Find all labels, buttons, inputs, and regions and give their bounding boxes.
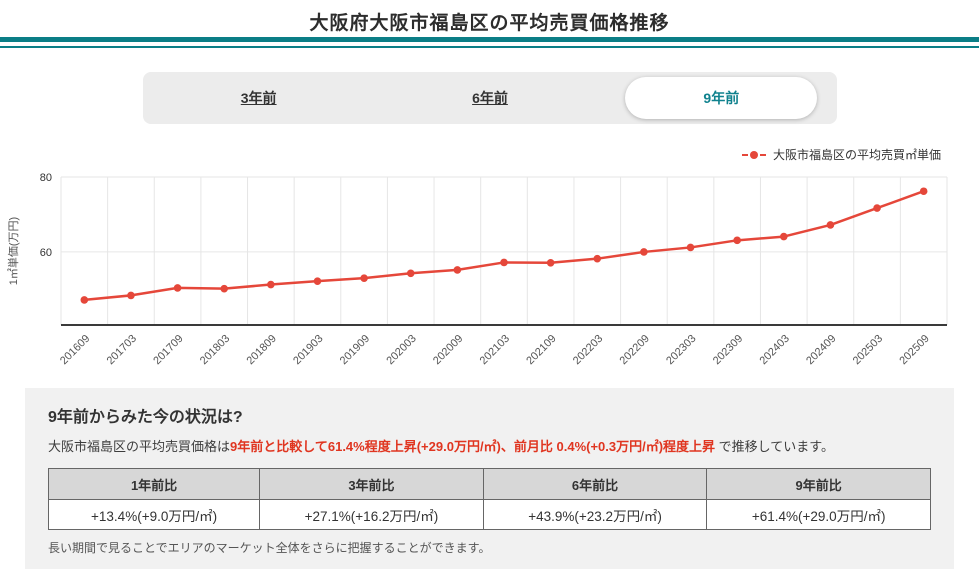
x-tick-label: 202303 xyxy=(664,333,698,367)
y-axis-title: 1㎡単価(万円) xyxy=(6,217,20,285)
price-line xyxy=(84,190,925,302)
x-tick-label: 202209 xyxy=(618,333,652,367)
data-point xyxy=(220,284,229,293)
x-tick-label: 202509 xyxy=(897,333,931,367)
summary-text-suffix: で推移しています。 xyxy=(715,439,834,454)
data-point xyxy=(546,259,555,267)
header-9-year: 9年前比 xyxy=(706,468,931,500)
data-point xyxy=(173,284,182,292)
x-tick-label: 202403 xyxy=(757,333,791,367)
data-point xyxy=(779,232,788,241)
header-3-year: 3年前比 xyxy=(259,468,484,500)
x-tick-label: 202503 xyxy=(851,333,885,367)
period-tabbar: 3年前 6年前 9年前 xyxy=(143,72,837,124)
data-point xyxy=(453,266,462,274)
x-tick-label: 202203 xyxy=(571,333,605,367)
comparison-table: 1年前比 3年前比 6年前比 9年前比 +13.4%(+9.0万円/㎡) +27… xyxy=(47,468,931,530)
x-tick-label: 202103 xyxy=(478,333,512,367)
data-point xyxy=(593,254,602,263)
x-tick-label: 201903 xyxy=(291,333,325,367)
summary-panel: 9年前からみた今の状況は? 大阪市福島区の平均売買価格は9年前と比較して61.4… xyxy=(25,388,954,569)
tab-3-years-ago[interactable]: 3年前 xyxy=(143,72,374,124)
data-point xyxy=(500,258,508,267)
tab-6-years-ago[interactable]: 6年前 xyxy=(374,72,605,124)
data-point xyxy=(873,204,881,212)
comparison-table-value-row: +13.4%(+9.0万円/㎡) +27.1%(+16.2万円/㎡) +43.9… xyxy=(47,499,931,530)
data-point xyxy=(360,274,368,282)
legend-label: 大阪市福島区の平均売買㎡単価 xyxy=(772,148,941,162)
value-9-year: +61.4%(+29.0万円/㎡) xyxy=(706,499,931,530)
value-1-year: +13.4%(+9.0万円/㎡) xyxy=(47,499,261,530)
x-tick-label: 201809 xyxy=(245,333,279,367)
x-tick-label: 201709 xyxy=(151,333,185,367)
x-tick-label: 202409 xyxy=(804,333,838,367)
y-tick-label: 60 xyxy=(40,247,52,259)
header-6-year: 6年前比 xyxy=(482,468,708,500)
x-tick-label: 202309 xyxy=(711,333,745,367)
data-point xyxy=(686,243,695,252)
data-point xyxy=(919,187,928,196)
legend-line-dot-icon xyxy=(741,150,766,159)
summary-text-plain: 大阪市福島区の平均売買価格は xyxy=(48,439,231,454)
data-point xyxy=(80,296,89,304)
y-tick-label: 80 xyxy=(40,172,52,184)
x-tick-label: 202009 xyxy=(431,333,465,367)
x-tick-label: 202109 xyxy=(524,333,558,367)
price-trend-chart: 60 80 1㎡単価(万円) 201609 201703 201709 201803 2018… xyxy=(0,170,979,375)
x-tick-label: 202003 xyxy=(384,333,418,367)
value-3-year: +27.1%(+16.2万円/㎡) xyxy=(259,499,484,530)
data-point xyxy=(406,269,415,278)
comparison-table-header-row: 1年前比 3年前比 6年前比 9年前比 xyxy=(47,468,931,500)
data-point xyxy=(826,221,835,229)
page-title: 大阪府大阪市福島区の平均売買価格推移 xyxy=(309,13,670,34)
tab-9-years-ago-active[interactable]: 9年前 xyxy=(606,72,837,124)
x-tick-label: 201803 xyxy=(198,333,232,367)
summary-text-highlight: 9年前と比較して61.4%程度上昇(+29.0万円/㎡)、前月比 0.4%(+0… xyxy=(230,439,716,454)
data-point xyxy=(733,236,741,245)
active-tab-pill: 9年前 xyxy=(625,77,818,119)
x-tick-label: 201609 xyxy=(58,333,92,367)
chart-legend-item[interactable]: 大阪市福島区の平均売買㎡単価 xyxy=(741,146,941,163)
x-tick-label: 201703 xyxy=(105,333,139,367)
summary-text: 大阪市福島区の平均売買価格は9年前と比較して61.4%程度上昇(+29.0万円/… xyxy=(48,436,931,455)
data-point xyxy=(640,248,648,256)
title-divider-thick xyxy=(0,37,979,42)
data-point xyxy=(313,277,322,285)
tab-label: 6年前 xyxy=(472,90,508,106)
price-trend-chart-canvas: 60 80 1㎡単価(万円) 201609 201703 201709 201803 2018… xyxy=(6,172,948,367)
x-tick-label: 201909 xyxy=(338,333,372,367)
tab-label: 3年前 xyxy=(240,90,277,106)
data-point xyxy=(127,291,135,300)
header-1-year: 1年前比 xyxy=(47,468,261,500)
value-6-year: +43.9%(+23.2万円/㎡) xyxy=(482,499,708,530)
data-point xyxy=(267,280,275,289)
summary-heading: 9年前からみた今の状況は? xyxy=(48,409,243,426)
summary-note: 長い期間で見ることでエリアのマーケット全体をさらに把握することができます。 xyxy=(48,541,491,555)
title-divider-thin xyxy=(0,46,979,48)
